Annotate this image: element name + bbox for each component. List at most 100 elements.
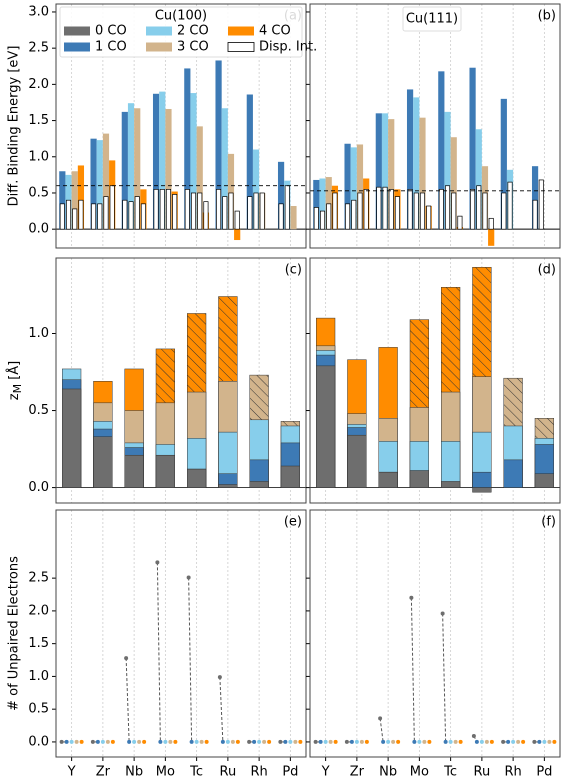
bar [159,91,166,230]
bar [290,206,297,230]
dot [359,739,364,744]
bar [62,388,82,488]
disp-bar [320,210,326,230]
disp-bar [122,199,128,230]
dot [542,739,547,744]
bar [325,177,332,230]
disp-bar [313,207,319,230]
disp-bar [165,189,171,230]
disp-bar [438,189,444,230]
dot [163,739,168,744]
bar [438,71,445,230]
dot [453,739,458,744]
legend-swatch [227,42,255,52]
y-tick-label: 0.5 [28,185,49,200]
connector [188,577,193,742]
y-tick-label: 1.5 [28,113,49,128]
dot [323,739,328,744]
bar [534,473,554,488]
bar [93,436,113,488]
panel: 0.0 0.5 1.0 1.5 2.0 2.5 Y Zr Nb Mo Tc Ru Rh Pd # of Un… [7,509,307,780]
y-tick-label: 2.5 [28,41,49,56]
y-tick-label: 2.5 [28,571,49,586]
dot [257,739,262,744]
hatch [187,313,206,393]
y-axis-label: Diff. Binding Energy [eV] [7,46,22,207]
dot [267,739,272,744]
disp-bar [228,192,234,230]
bar [218,484,238,488]
frame [309,3,561,249]
hatch [249,375,269,420]
dot [298,739,303,744]
dot [252,739,257,744]
panel-letter: (d) [538,263,556,278]
dot [186,575,191,580]
bar [59,171,66,230]
frame [309,509,561,758]
bar [375,113,382,230]
bar [441,441,461,488]
dot [74,739,79,744]
dot [501,739,506,744]
legend-label: 1 CO [95,40,127,55]
connector [379,718,384,742]
disp-bar [394,196,400,230]
dot [484,739,489,744]
dot [328,739,333,744]
dot [69,739,74,744]
y-tick-label: 1.0 [28,149,49,164]
bar [388,119,395,230]
dot [417,739,422,744]
dot [458,739,463,744]
dot [313,739,318,744]
dot [516,739,521,744]
dot [132,739,137,744]
panel: 0.0 0.5 1.0 1.5 2.0 2.5 3.0 Diff. Binding Energ… [7,3,307,249]
legend-swatch [146,42,172,52]
bar [277,161,285,230]
bar [316,365,336,488]
title-box [402,6,462,32]
disp-bar [482,192,488,230]
bar [234,229,241,241]
x-tick-label: Zr [350,765,365,780]
dot [168,739,173,744]
x-tick-label: Tc [189,765,203,780]
bar [134,108,141,230]
bar [469,67,476,230]
dot [474,739,479,744]
disp-bar [197,192,203,230]
x-tick-label: Ru [220,765,237,780]
dot [59,739,64,744]
dot [489,739,494,744]
bar [472,487,492,493]
bar [252,149,260,230]
disp-bar [253,192,259,230]
y-axis-label-sub: M [11,384,24,394]
dot [235,739,240,744]
disp-bar [222,196,228,230]
hatch [281,421,300,426]
disp-bar [382,186,388,230]
disp-bar [357,192,363,230]
dot [354,739,359,744]
dot [440,611,445,616]
hatch [218,296,238,382]
disp-bar [507,181,513,230]
dot [217,675,222,680]
disp-bar [128,201,134,230]
dot [105,739,110,744]
hatch [472,267,492,377]
dot [506,739,511,744]
x-tick-label: Nb [125,765,143,780]
bar [165,108,172,230]
disp-bar [140,203,146,230]
bar [96,140,103,230]
y-tick-label: 1.0 [28,326,49,341]
y-tick-label: 3.0 [28,4,49,19]
disp-bar [413,192,419,230]
y-tick-label: 1.5 [28,636,49,651]
